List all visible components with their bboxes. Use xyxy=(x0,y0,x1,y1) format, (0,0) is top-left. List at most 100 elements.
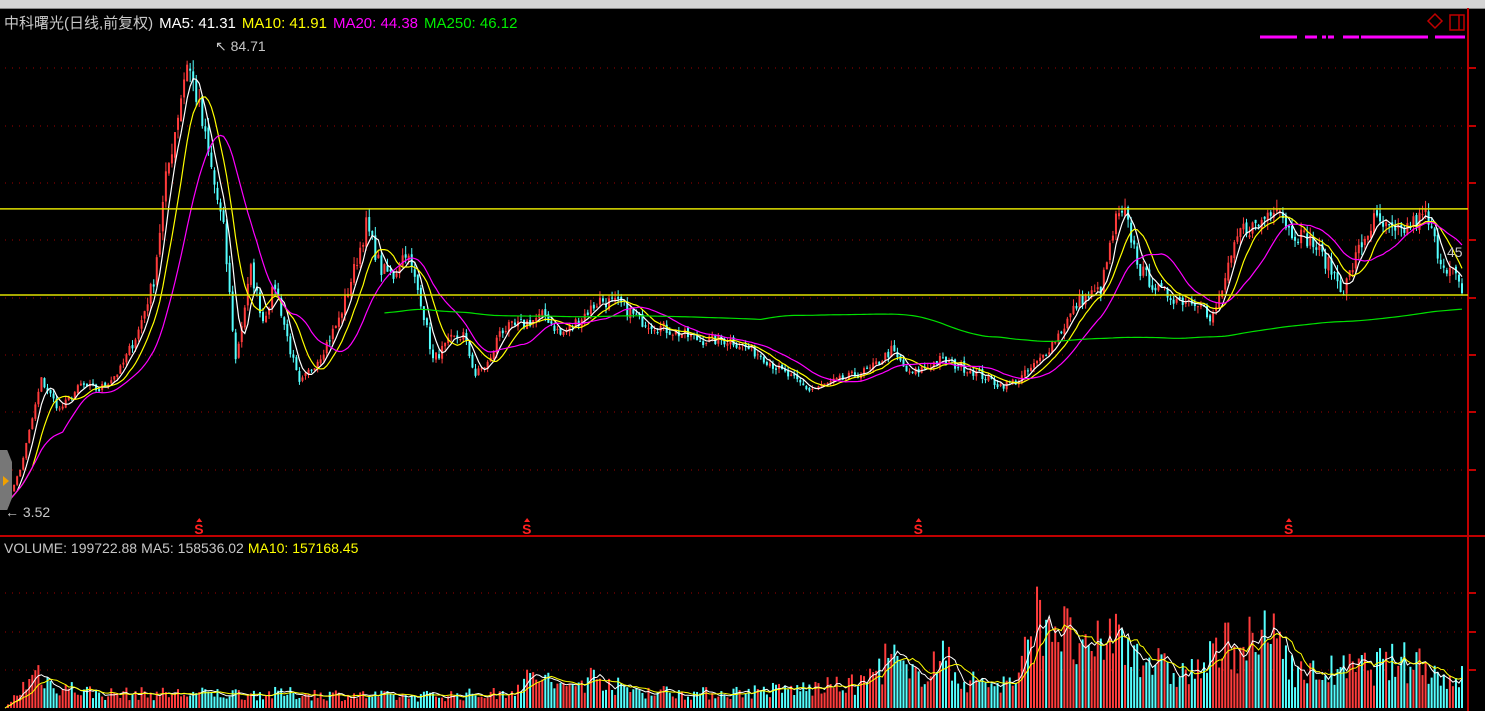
volume-bar xyxy=(307,694,310,708)
candle-body xyxy=(447,337,450,344)
volume-bar xyxy=(1342,655,1345,708)
candle-body xyxy=(966,372,969,374)
volume-bar xyxy=(723,694,726,708)
volume-bar xyxy=(450,691,453,708)
candle-body xyxy=(1087,296,1090,298)
candle-body xyxy=(799,380,802,383)
candle-body xyxy=(774,368,777,370)
candle-body xyxy=(1263,216,1266,219)
volume-bar xyxy=(301,695,304,708)
signal-marker-arrow xyxy=(524,518,531,522)
volume-bar xyxy=(1403,642,1406,708)
volume-bar xyxy=(88,686,91,708)
volume-bar xyxy=(829,684,832,708)
candle-body xyxy=(76,385,79,394)
volume-bar xyxy=(765,694,768,708)
candle-body xyxy=(1236,236,1239,242)
volume-bar xyxy=(1190,659,1193,708)
split-panel-icon[interactable] xyxy=(1449,14,1465,31)
candle-body xyxy=(532,320,535,325)
candle-body xyxy=(1315,247,1318,250)
expand-handle-icon[interactable] xyxy=(0,450,12,510)
candle-body xyxy=(353,263,356,283)
volume-bar xyxy=(523,678,526,708)
volume-bar xyxy=(1345,678,1348,708)
volume-bar xyxy=(535,679,538,708)
candle-body xyxy=(1303,230,1306,232)
volume-bar xyxy=(1436,671,1439,708)
volume-bar xyxy=(960,688,963,708)
volume-bar xyxy=(465,692,468,708)
volume-bar xyxy=(116,693,119,708)
candle-body xyxy=(1011,379,1014,382)
candle-body xyxy=(838,375,841,380)
volume-bar xyxy=(699,693,702,708)
volume-bar xyxy=(377,697,380,708)
candle-body xyxy=(425,318,428,325)
candle-body xyxy=(1245,222,1248,235)
volume-bar xyxy=(43,688,46,708)
candle-body xyxy=(1233,242,1236,259)
volume-bar xyxy=(923,684,926,708)
volume-bar xyxy=(562,682,565,708)
volume-bar xyxy=(674,698,677,708)
volume-bar xyxy=(246,694,249,708)
volume-bar xyxy=(990,683,993,708)
volume-bar xyxy=(1321,679,1324,708)
volume-bar xyxy=(929,676,932,708)
candle-body xyxy=(778,365,781,369)
candle-body xyxy=(1415,214,1418,228)
volume-bar xyxy=(289,687,292,708)
volume-bar xyxy=(1181,663,1184,708)
volume-bar xyxy=(1102,659,1105,708)
volume-bar xyxy=(847,677,850,708)
volume-bar xyxy=(392,694,395,708)
volume-bar xyxy=(741,697,744,708)
candle-body xyxy=(365,217,368,247)
candle-body xyxy=(702,341,705,346)
candle-body xyxy=(978,370,981,372)
volume-bar xyxy=(677,690,680,708)
volume-bar xyxy=(996,683,999,708)
candle-body xyxy=(195,80,198,102)
volume-bar xyxy=(1400,656,1403,708)
volume-bar xyxy=(1318,679,1321,708)
volume-bar xyxy=(1105,644,1108,708)
candle-body xyxy=(1108,242,1111,261)
volume-bar xyxy=(516,684,519,708)
candle-body xyxy=(614,297,617,301)
volume-bar xyxy=(881,684,884,708)
candle-body xyxy=(152,284,155,287)
volume-bar xyxy=(601,690,604,708)
diamond-icon[interactable] xyxy=(1426,12,1444,30)
candle-body xyxy=(644,325,647,327)
volume-bar xyxy=(1254,652,1257,708)
volume-bar xyxy=(1260,629,1263,708)
volume-bar xyxy=(1133,645,1136,708)
volume-bar xyxy=(107,696,110,708)
volume-bar xyxy=(1011,685,1014,708)
candle-body xyxy=(1388,224,1391,226)
volume-bar xyxy=(693,691,696,708)
candle-body xyxy=(398,267,401,274)
candle-body xyxy=(49,390,52,394)
candle-body xyxy=(61,406,64,409)
volume-bar xyxy=(343,700,346,708)
candle-body xyxy=(941,357,944,359)
candle-body xyxy=(890,345,893,357)
volume-bar xyxy=(747,688,750,708)
candle-body xyxy=(1269,212,1272,216)
candle-body xyxy=(784,368,787,372)
candle-body xyxy=(25,443,28,459)
volume-bar xyxy=(240,699,243,708)
candle-body xyxy=(1351,270,1354,273)
volume-bar xyxy=(435,696,438,708)
volume-bar xyxy=(1187,684,1190,708)
candle-body xyxy=(884,352,887,360)
candle-body xyxy=(480,368,483,370)
volume-bar xyxy=(1005,680,1008,708)
volume-bar xyxy=(802,682,805,708)
candle-body xyxy=(1382,222,1385,227)
volume-bar xyxy=(1008,677,1011,708)
